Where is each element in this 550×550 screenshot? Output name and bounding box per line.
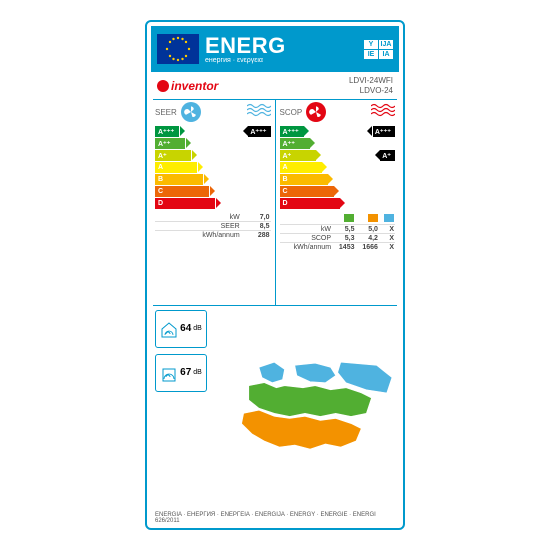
rating-arrow: A: [280, 162, 322, 173]
spec-row: SEER8,5: [155, 222, 271, 231]
header-lang-grid: Y IJA IE IA: [364, 40, 393, 59]
europe-map-icon: [213, 308, 397, 508]
brand-row: inventor LDVI-24WFI LDVO-24: [151, 72, 399, 99]
rating-pointer: A⁺: [380, 150, 395, 161]
rating-columns: SEER A⁺⁺⁺A⁺⁺⁺A⁺⁺A⁺ABCD kW7,0SEER8,5kWh/a…: [151, 100, 399, 304]
rating-arrow: D: [155, 198, 215, 209]
fan-heat-icon: [306, 102, 326, 122]
sound-outdoor-unit: dB: [193, 369, 202, 376]
rating-arrow: A⁺⁺⁺: [280, 126, 304, 137]
hdr-cell: IE: [364, 50, 378, 59]
hdr-cell: Y: [364, 40, 378, 49]
rating-row-D: D: [280, 198, 396, 209]
rating-arrow: C: [155, 186, 209, 197]
sound-indoor-unit: dB: [193, 325, 202, 332]
spec-label: kWh/annum: [155, 231, 241, 240]
energy-label: ENERG енергия · ενεργεια Y IJA IE IA inv…: [145, 20, 405, 530]
spec-row: SCOP5,34,2X: [280, 234, 396, 243]
rating-arrow: A⁺⁺: [280, 138, 310, 149]
rating-row-A⁺: A⁺: [155, 150, 271, 161]
rating-row-A⁺⁺⁺: A⁺⁺⁺ A⁺⁺⁺: [155, 126, 271, 137]
rating-row-C: C: [280, 186, 396, 197]
scop-specs: kW5,55,0XSCOP5,34,2XkWh/annum14531666X: [280, 213, 396, 251]
spec-value: X: [379, 243, 395, 252]
rating-arrow: B: [280, 174, 328, 185]
header-title: ENERG: [205, 35, 362, 57]
rating-pointer: A⁺⁺⁺: [248, 126, 270, 137]
speaker-indoor-icon: [160, 319, 178, 339]
seer-column: SEER A⁺⁺⁺A⁺⁺⁺A⁺⁺A⁺ABCD kW7,0SEER8,5kWh/a…: [151, 100, 275, 304]
spec-value: 5,0: [355, 225, 378, 234]
rating-row-D: D: [155, 198, 271, 209]
sound-indoor-value: 64: [180, 323, 191, 334]
footer-reg: 626/2011: [155, 518, 180, 524]
rating-arrow: D: [280, 198, 340, 209]
spec-row: kW7,0: [155, 213, 271, 222]
hdr-cell: IA: [379, 50, 393, 59]
rating-arrow: A⁺: [155, 150, 191, 161]
spec-label: kW: [280, 225, 333, 234]
header-bar: ENERG енергия · ενεργεια Y IJA IE IA: [151, 26, 399, 72]
sound-outdoor-box: 67dB: [155, 354, 207, 392]
rating-row-C: C: [155, 186, 271, 197]
lower-section: 64dB 67dB: [151, 306, 399, 510]
rating-arrow: A: [155, 162, 197, 173]
spec-label: kWh/annum: [280, 243, 333, 252]
spec-label: SCOP: [280, 234, 333, 243]
energ-title-block: ENERG енергия · ενεργεια: [205, 35, 362, 64]
spec-row: kWh/annum288: [155, 231, 271, 240]
sound-outdoor-value: 67: [180, 367, 191, 378]
model-indoor: LDVI-24WFI: [349, 76, 393, 86]
scop-label: SCOP: [280, 108, 303, 117]
cool-waves-icon: [247, 103, 271, 122]
rating-row-A⁺⁺⁺: A⁺⁺⁺ A⁺⁺⁺: [280, 126, 396, 137]
seer-specs: kW7,0SEER8,5kWh/annum288: [155, 213, 271, 239]
spec-row: kWh/annum14531666X: [280, 243, 396, 252]
rating-row-A: A: [155, 162, 271, 173]
spec-value: 7,0: [241, 213, 271, 222]
rating-row-B: B: [155, 174, 271, 185]
rating-row-A: A: [280, 162, 396, 173]
model-numbers: LDVI-24WFI LDVO-24: [349, 76, 393, 95]
brand-name: inventor: [171, 79, 218, 93]
spec-label: kW: [155, 213, 241, 222]
spec-value: 288: [241, 231, 271, 240]
fan-cool-icon: [181, 102, 201, 122]
eu-flag-icon: [157, 34, 199, 64]
spec-value: 5,5: [332, 225, 355, 234]
scop-column: SCOP A⁺⁺⁺A⁺⁺⁺A⁺⁺A⁺A⁺ABCD kW5,55,0XSCOP5,…: [275, 100, 400, 304]
spec-value: 1666: [355, 243, 378, 252]
seer-rating-scale: A⁺⁺⁺A⁺⁺⁺A⁺⁺A⁺ABCD: [155, 126, 271, 209]
header-subtitle: енергия · ενεργεια: [205, 57, 362, 64]
spec-row: kW5,55,0X: [280, 225, 396, 234]
rating-arrow: C: [280, 186, 334, 197]
heat-waves-icon: [371, 103, 395, 122]
rating-row-A⁺: A⁺ A⁺: [280, 150, 396, 161]
hdr-cell: IJA: [379, 40, 393, 49]
rating-row-B: B: [280, 174, 396, 185]
spec-value: 1453: [332, 243, 355, 252]
spec-label: SEER: [155, 222, 241, 231]
climate-zone-map: [211, 306, 399, 510]
seer-label: SEER: [155, 108, 177, 117]
rating-row-A⁺⁺: A⁺⁺: [280, 138, 396, 149]
model-outdoor: LDVO-24: [349, 86, 393, 96]
scop-rating-scale: A⁺⁺⁺A⁺⁺⁺A⁺⁺A⁺A⁺ABCD: [280, 126, 396, 209]
spec-value: 8,5: [241, 222, 271, 231]
brand-logo: inventor: [157, 79, 218, 93]
rating-row-A⁺⁺: A⁺⁺: [155, 138, 271, 149]
rating-arrow: A⁺⁺⁺: [155, 126, 179, 137]
rating-arrow: A⁺⁺: [155, 138, 185, 149]
speaker-outdoor-icon: [160, 363, 178, 383]
rating-pointer: A⁺⁺⁺: [373, 126, 395, 137]
rating-arrow: A⁺: [280, 150, 316, 161]
spec-value: X: [379, 234, 395, 243]
spec-value: 5,3: [332, 234, 355, 243]
rating-arrow: B: [155, 174, 203, 185]
sound-column: 64dB 67dB: [151, 306, 211, 510]
spec-value: 4,2: [355, 234, 378, 243]
spec-value: X: [379, 225, 395, 234]
sound-indoor-box: 64dB: [155, 310, 207, 348]
